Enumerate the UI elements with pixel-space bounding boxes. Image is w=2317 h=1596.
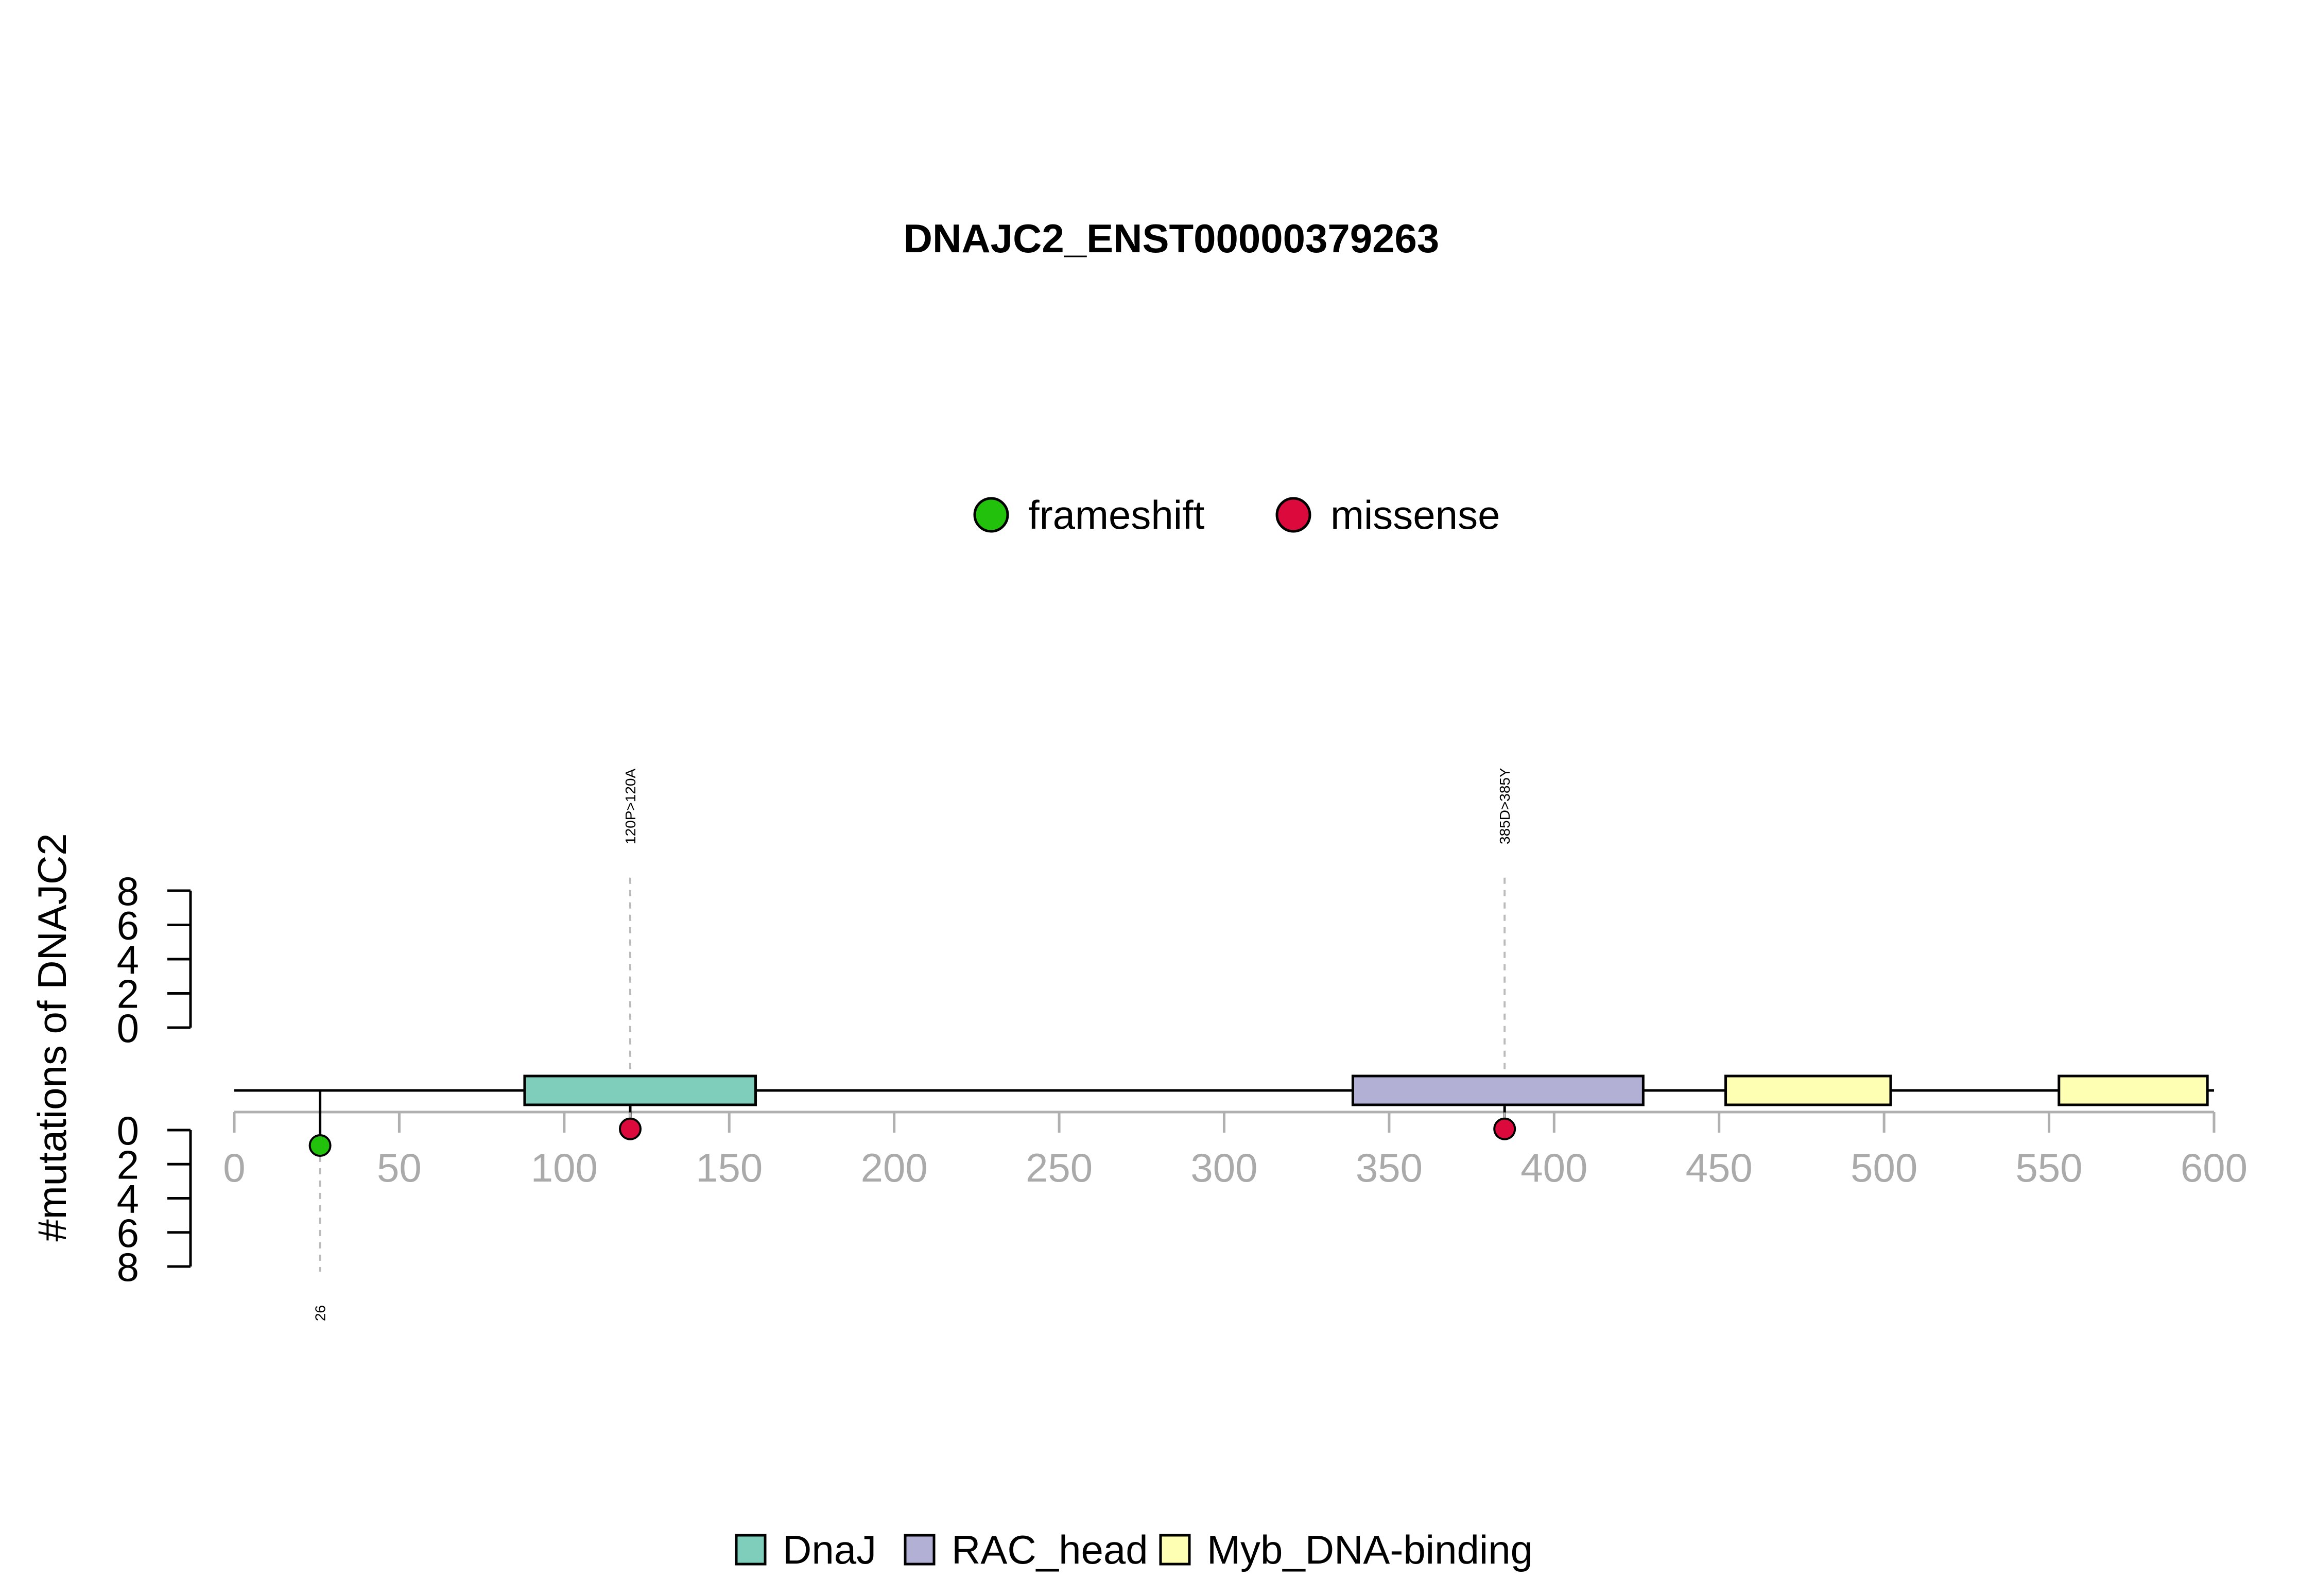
y-top-tick-label: 4 <box>117 937 139 982</box>
y-top-tick-label: 8 <box>117 869 139 914</box>
x-tick-label: 50 <box>377 1145 422 1190</box>
domain-Myb_DNA-binding <box>2057 1074 2209 1106</box>
y-bottom-tick-label: 6 <box>117 1210 139 1256</box>
y-bottom-tick-label: 4 <box>117 1176 139 1222</box>
mutation-label: 26 <box>313 1305 328 1321</box>
x-tick-label: 0 <box>223 1145 245 1190</box>
y-bottom-tick-label: 0 <box>117 1108 139 1153</box>
x-tick-label: 300 <box>1190 1145 1257 1190</box>
x-tick-label: 550 <box>2016 1145 2083 1190</box>
x-tick-label: 450 <box>1686 1145 1753 1190</box>
mutation-legend: frameshift missense <box>973 492 1500 537</box>
domain-Myb_DNA-binding <box>1724 1074 1892 1106</box>
legend-label: frameshift <box>1028 492 1205 537</box>
domain-RAC_head <box>1351 1074 1645 1106</box>
lollipop-head <box>308 1134 332 1157</box>
x-axis: 0 50 100 150 200 250 300 350 400 450 500 550 600 <box>223 1111 2247 1190</box>
legend-label: DnaJ <box>783 1527 876 1572</box>
y-bottom-tick-label: 2 <box>117 1142 139 1187</box>
lollipop-head <box>1493 1117 1516 1140</box>
x-tick-label: 350 <box>1356 1145 1423 1190</box>
legend-label: Myb_DNA-binding <box>1207 1527 1533 1572</box>
x-tick-label: 500 <box>1851 1145 1917 1190</box>
domain-legend: DnaJ RAC_head Myb_DNA-binding <box>735 1527 1533 1572</box>
lollipop-head <box>619 1117 642 1140</box>
legend-swatch <box>1159 1534 1191 1566</box>
legend-label: RAC_head <box>952 1527 1148 1572</box>
x-tick-label: 150 <box>696 1145 763 1190</box>
domain-DnaJ <box>523 1074 757 1106</box>
x-tick-label: 250 <box>1026 1145 1093 1190</box>
mutation-label: 120P>120A <box>623 769 638 844</box>
legend-marker <box>973 497 1009 533</box>
legend-swatch <box>904 1534 936 1566</box>
mutation-frameshift: 26 <box>308 1090 332 1321</box>
protein-domains <box>523 1074 2209 1106</box>
x-tick-label: 400 <box>1520 1145 1587 1190</box>
legend-marker <box>1275 497 1311 533</box>
y-top-tick-label: 2 <box>117 972 139 1017</box>
x-tick-label: 200 <box>861 1145 928 1190</box>
y-top-tick-label: 6 <box>117 903 139 948</box>
y-top-tick-label: 0 <box>117 1005 139 1051</box>
mutation-missense: 120P>120A <box>619 769 642 1140</box>
chart-title: DNAJC2_ENST00000379263 <box>904 216 1440 261</box>
x-tick-label: 100 <box>531 1145 598 1190</box>
legend-label: missense <box>1330 492 1500 537</box>
mutation-label: 385D>385Y <box>1497 768 1513 844</box>
x-tick-label: 600 <box>2181 1145 2247 1190</box>
mutation-lollipops: 26 120P>120A 385D>385Y <box>308 768 1516 1321</box>
y-bottom-tick-label: 8 <box>117 1244 139 1290</box>
y-axis-label: #mutations of DNAJC2 <box>29 833 75 1241</box>
legend-swatch <box>735 1534 767 1566</box>
